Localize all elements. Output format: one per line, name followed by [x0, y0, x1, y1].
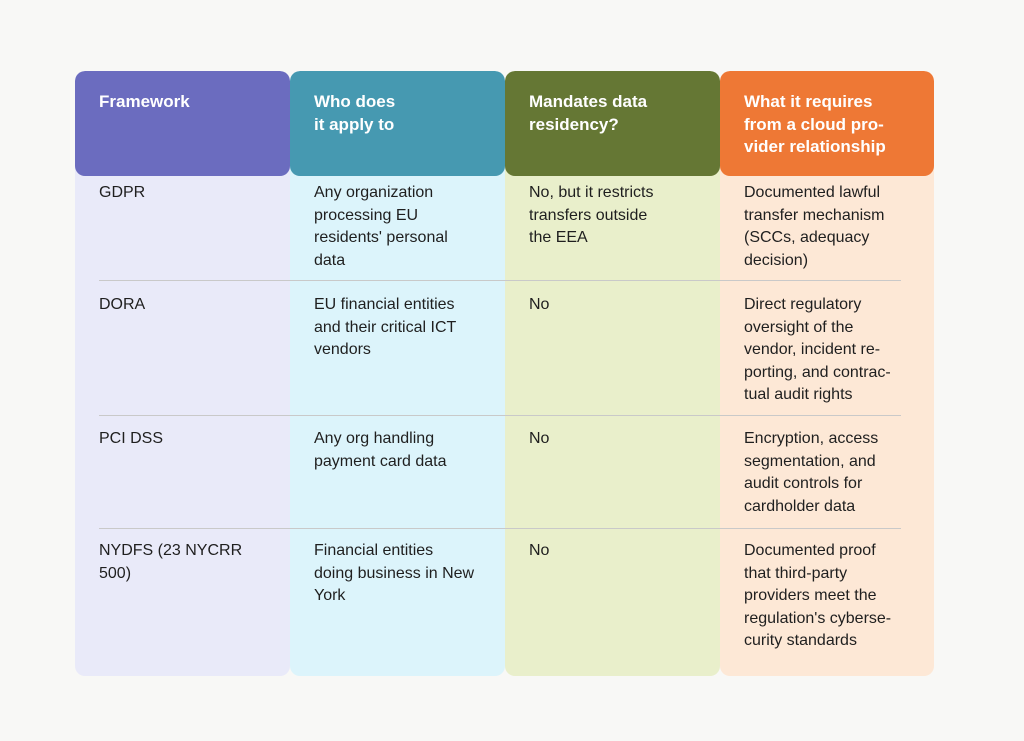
header-who-applies: Who does it apply to — [290, 71, 505, 176]
cell-requirements-pci: Encryption, access segmentation, and aud… — [744, 430, 879, 515]
column-requirements: What it requires from a cloud pro- vider… — [720, 71, 934, 676]
compliance-table: Framework GDPR DORA PCI DSS NYDFS (23 NY… — [75, 71, 934, 676]
cell-framework-nydfs: NYDFS (23 NYCRR 500) — [99, 542, 243, 582]
cell-requirements-gdpr: Documented lawful transfer mechanism (SC… — [744, 184, 885, 269]
header-framework: Framework — [75, 71, 290, 176]
cell-framework-pci: PCI DSS — [99, 430, 164, 447]
cell-residency-pci: No — [529, 430, 550, 447]
cell-who-dora: EU financial entities and their critical… — [314, 296, 457, 358]
column-framework: Framework GDPR DORA PCI DSS NYDFS (23 NY… — [75, 71, 290, 676]
column-who-applies: Who does it apply to Any organization pr… — [290, 71, 505, 676]
cell-who-nydfs: Financial entities doing business in New… — [314, 542, 475, 604]
cell-who-gdpr: Any organization processing EU residents… — [314, 184, 448, 269]
row-divider — [99, 415, 901, 416]
column-residency: Mandates data residency? No, but it rest… — [505, 71, 720, 676]
cell-requirements-dora: Direct regulatory oversight of the vendo… — [744, 296, 891, 403]
header-requirements: What it requires from a cloud pro- vider… — [720, 71, 934, 176]
cell-residency-nydfs: No — [529, 542, 550, 559]
cell-framework-gdpr: GDPR — [99, 184, 146, 201]
cell-who-pci: Any org handling payment card data — [314, 430, 447, 470]
cell-residency-dora: No — [529, 296, 550, 313]
cell-requirements-nydfs: Documented proof that third-party provid… — [744, 542, 892, 649]
cell-framework-dora: DORA — [99, 296, 146, 313]
row-divider — [99, 528, 901, 529]
header-residency: Mandates data residency? — [505, 71, 720, 176]
row-divider — [99, 280, 901, 281]
cell-residency-gdpr: No, but it restricts transfers outside t… — [529, 184, 654, 246]
